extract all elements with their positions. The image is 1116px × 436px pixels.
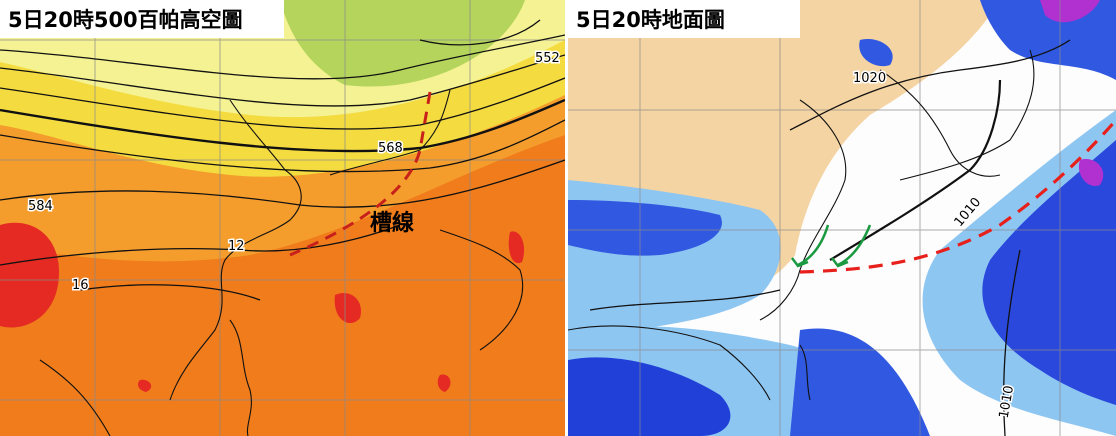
- contour-label: 584: [28, 199, 53, 214]
- upper-air-map: 552 568 584 12 16 槽線 5日20時500百帕高空圖: [0, 0, 565, 436]
- contour-label: 12: [228, 239, 245, 254]
- trough-annotation: 槽線: [370, 210, 414, 236]
- isobar-label: 1020: [853, 71, 886, 86]
- contour-label: 552: [535, 51, 560, 66]
- surface-map: 1020 1010 1010 5日20時地面圖: [568, 0, 1116, 436]
- contour-label: 568: [378, 141, 403, 156]
- isobar-label: 1010: [997, 384, 1018, 419]
- contour-label: 16: [72, 278, 89, 293]
- panel-title: 5日20時500百帕高空圖: [8, 8, 243, 32]
- panel-title: 5日20時地面圖: [576, 8, 725, 32]
